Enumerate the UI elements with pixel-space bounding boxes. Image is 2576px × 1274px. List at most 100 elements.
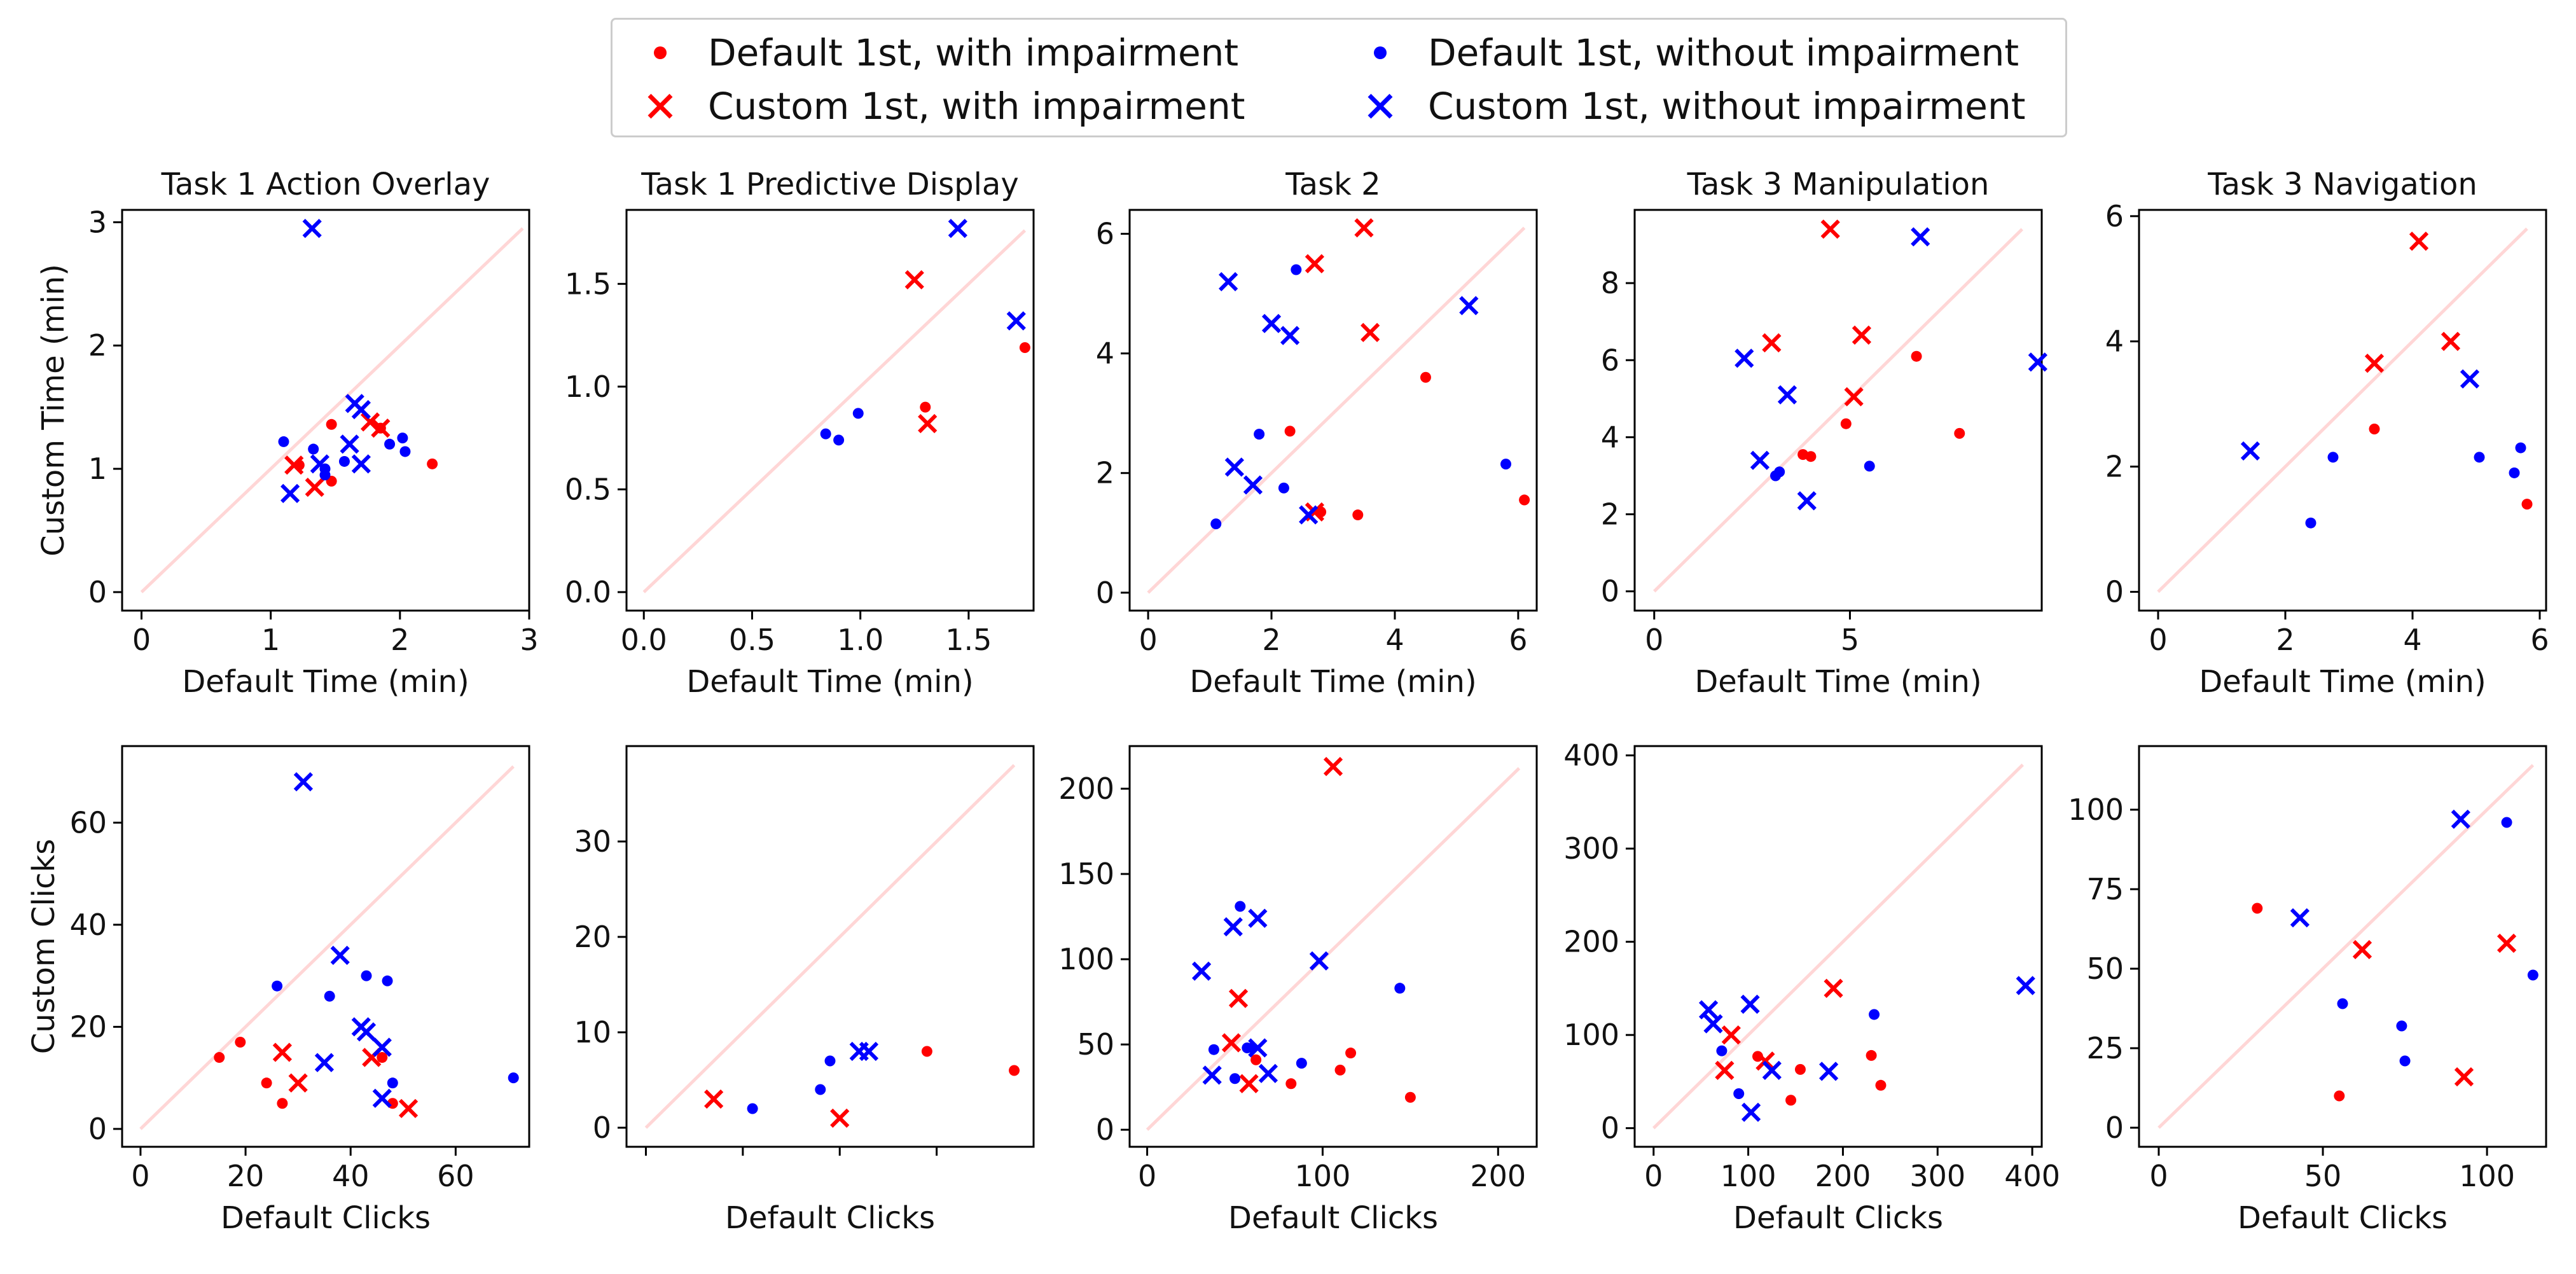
legend-label: Custom 1st, with impairment <box>708 85 1245 128</box>
data-point-dot <box>2527 969 2538 981</box>
x-axis-label: Default Clicks <box>725 1200 935 1236</box>
data-point-dot <box>1716 1045 1728 1056</box>
axes-frame <box>2138 209 2547 612</box>
subplot-title: Task 1 Predictive Display <box>641 167 1018 202</box>
data-point-dot <box>1785 1095 1797 1106</box>
data-point-x <box>1721 1025 1741 1045</box>
data-point-x <box>1224 457 1244 477</box>
y-tick-label: 0 <box>2105 574 2124 609</box>
diagonal-line <box>2157 764 2535 1129</box>
subplot-title: Task 2 <box>1285 167 1380 202</box>
data-point-x <box>2409 232 2429 251</box>
axes-frame <box>121 745 530 1148</box>
data-point-dot <box>833 434 845 446</box>
data-point-x <box>1221 1033 1242 1053</box>
x-axis-label: Default Clicks <box>221 1200 431 1236</box>
y-tick-label: 0 <box>1601 574 1619 609</box>
data-point-dot <box>324 990 335 1002</box>
data-point-dot <box>427 458 438 469</box>
y-tick-label: 0 <box>593 1111 611 1145</box>
data-point-x <box>2352 939 2372 960</box>
data-point-dot <box>1285 1078 1297 1090</box>
y-tick-label: 4 <box>1601 420 1619 454</box>
legend-label: Custom 1st, without impairment <box>1428 85 2026 128</box>
data-point-x <box>1248 1038 1268 1058</box>
x-tick-label: 100 <box>1721 1159 1776 1193</box>
y-tick-label: 25 <box>2086 1031 2124 1065</box>
data-point-x <box>1299 505 1319 525</box>
data-point-dot <box>2509 467 2520 478</box>
data-point-dot <box>1394 983 1406 994</box>
x-tick-label: 60 <box>437 1159 474 1193</box>
legend-label: Default 1st, with impairment <box>708 31 1239 74</box>
data-point-dot <box>2252 903 2263 914</box>
data-point-dot <box>1278 482 1289 494</box>
x-tick-label: 0 <box>2149 1159 2168 1193</box>
x-tick-label: 200 <box>1470 1159 1526 1193</box>
x-axis-label: Default Clicks <box>1228 1200 1438 1236</box>
legend-dot-red-icon <box>654 46 667 59</box>
y-tick-label: 300 <box>1563 831 1619 866</box>
x-tick-label: 200 <box>1815 1159 1871 1193</box>
x-tick-label: 1 <box>261 623 280 657</box>
data-point-dot <box>1352 509 1364 521</box>
y-tick-label: 0 <box>1096 576 1114 610</box>
legend-dot-blue-icon <box>1374 46 1387 59</box>
data-point-x <box>330 945 350 966</box>
x-axis-label: Default Clicks <box>2238 1200 2448 1236</box>
y-tick-label: 2 <box>1096 456 1114 490</box>
x-tick-label: 3 <box>520 623 538 657</box>
data-point-x <box>2460 369 2480 389</box>
data-point-dot <box>1794 1063 1806 1075</box>
y-tick-label: 100 <box>2068 793 2124 827</box>
data-point-x <box>1248 908 1268 928</box>
data-point-x <box>1797 491 1817 511</box>
x-tick-label: 0 <box>132 623 151 657</box>
diagonal-line <box>2157 227 2528 593</box>
y-tick-label: 0.0 <box>565 575 611 609</box>
data-point-dot <box>384 438 396 450</box>
y-tick-label: 8 <box>1601 266 1619 300</box>
data-point-dot <box>361 970 372 981</box>
data-point-dot <box>747 1103 758 1114</box>
data-point-dot <box>326 419 337 430</box>
y-tick-label: 20 <box>574 920 611 954</box>
data-point-x <box>293 772 314 792</box>
data-point-x <box>1261 314 1282 333</box>
data-point-x <box>2496 933 2517 953</box>
x-tick-label: 400 <box>2004 1159 2060 1193</box>
data-point-dot <box>2305 517 2316 529</box>
data-point-dot <box>2515 442 2526 454</box>
data-point-x <box>1715 1060 1735 1080</box>
x-tick-label: 100 <box>1295 1159 1351 1193</box>
data-point-dot <box>852 408 864 419</box>
data-point-dot <box>1291 264 1302 275</box>
data-point-x <box>1309 951 1329 971</box>
data-point-x <box>2364 354 2385 373</box>
data-point-x <box>1239 1074 1259 1093</box>
x-tick-label: 0 <box>2149 623 2167 657</box>
data-point-x <box>2016 976 2035 995</box>
data-point-dot <box>1345 1048 1357 1059</box>
x-tick-label: 4 <box>2403 623 2421 657</box>
data-point-x <box>1305 254 1325 273</box>
x-tick-label: 0 <box>1139 623 1157 657</box>
y-tick-label: 100 <box>1563 1018 1619 1052</box>
data-point-x <box>948 218 967 239</box>
y-tick-label: 0 <box>88 575 107 609</box>
y-tick-label: 0 <box>1096 1112 1114 1147</box>
legend-x-red-icon <box>647 93 673 119</box>
data-point-dot <box>397 433 408 444</box>
data-point-x <box>284 455 304 475</box>
data-point-x <box>1323 757 1343 777</box>
data-point-dot <box>2501 817 2512 828</box>
data-point-dot <box>1296 1058 1307 1069</box>
subplot-2: 0.0 0.5 1.0 1.5 0.0 0.5 1.0 1.5 Task 1 Predictiv… <box>565 167 1035 700</box>
data-point-dot <box>2396 1020 2407 1032</box>
data-point-dot <box>1864 460 1875 472</box>
y-tick-label: 0 <box>88 1112 107 1146</box>
data-point-x <box>1750 450 1770 470</box>
data-point-dot <box>1869 1009 1880 1020</box>
data-point-x <box>372 1037 392 1057</box>
data-point-x <box>1741 1102 1761 1122</box>
